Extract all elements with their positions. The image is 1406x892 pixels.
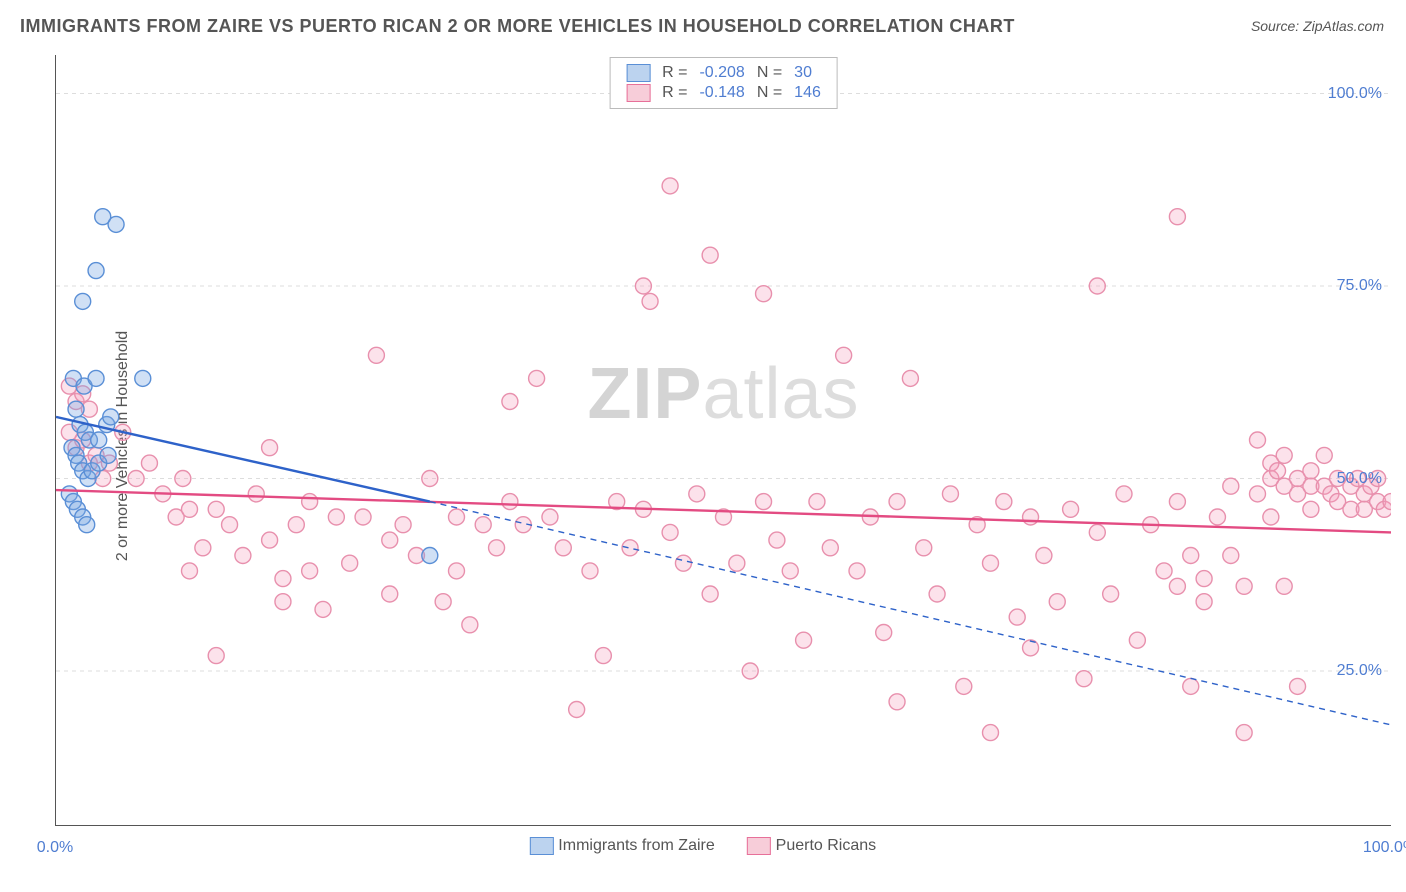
- n-label: N =: [751, 63, 788, 83]
- swatch-pr: [626, 84, 650, 102]
- legend-item-pr: Puerto Ricans: [747, 837, 876, 854]
- n-value-zaire: 30: [788, 63, 827, 83]
- legend-label-zaire: Immigrants from Zaire: [558, 837, 714, 854]
- r-label: R =: [656, 63, 693, 83]
- legend-item-zaire: Immigrants from Zaire: [530, 837, 719, 854]
- stats-legend: R = -0.208 N = 30 R = -0.148 N = 146: [609, 57, 838, 109]
- series-legend: Immigrants from Zaire Puerto Ricans: [516, 837, 890, 855]
- source-name: ZipAtlas.com: [1303, 18, 1384, 34]
- x-tick-label: 100.0%: [1363, 839, 1406, 857]
- swatch-pr: [747, 837, 771, 855]
- r-value-pr: -0.148: [693, 83, 750, 103]
- swatch-zaire: [530, 837, 554, 855]
- x-tick-label: 0.0%: [37, 839, 73, 857]
- plot-svg: [56, 55, 1391, 825]
- chart-container: IMMIGRANTS FROM ZAIRE VS PUERTO RICAN 2 …: [0, 0, 1406, 892]
- source-prefix: Source:: [1251, 18, 1303, 34]
- r-value-zaire: -0.208: [693, 63, 750, 83]
- swatch-zaire: [626, 64, 650, 82]
- n-value-pr: 146: [788, 83, 827, 103]
- y-tick-label: 100.0%: [1328, 85, 1382, 103]
- plot-area: ZIPatlas R = -0.208 N = 30 R = -0.148 N …: [55, 55, 1391, 826]
- y-tick-label: 50.0%: [1337, 470, 1382, 488]
- n-label: N =: [751, 83, 788, 103]
- source-attribution: Source: ZipAtlas.com: [1251, 18, 1384, 34]
- stats-row-pr: R = -0.148 N = 146: [620, 83, 827, 103]
- y-tick-label: 75.0%: [1337, 277, 1382, 295]
- stats-row-zaire: R = -0.208 N = 30: [620, 63, 827, 83]
- r-label: R =: [656, 83, 693, 103]
- y-tick-label: 25.0%: [1337, 662, 1382, 680]
- chart-title: IMMIGRANTS FROM ZAIRE VS PUERTO RICAN 2 …: [20, 16, 1015, 37]
- legend-label-pr: Puerto Ricans: [776, 837, 877, 854]
